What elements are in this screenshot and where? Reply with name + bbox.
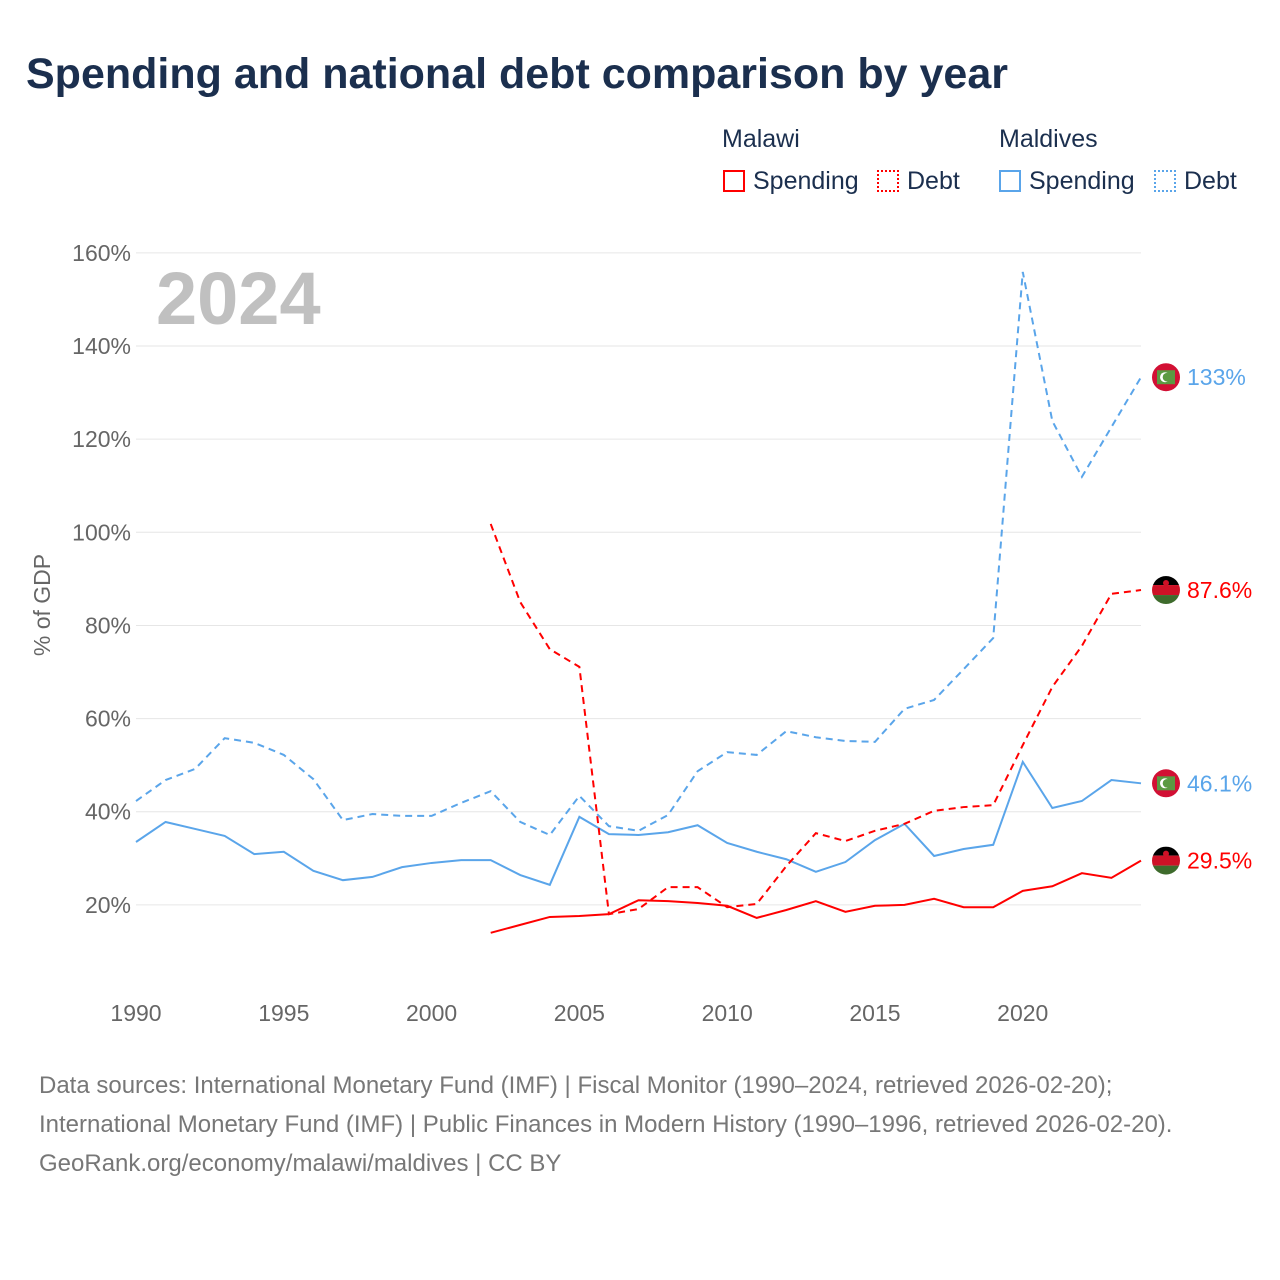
- x-tick-label: 2020: [997, 1000, 1048, 1026]
- maldives-flag-icon: [1152, 769, 1180, 798]
- malawi-flag-icon: [1152, 846, 1180, 875]
- malawi-flag-icon: [1152, 576, 1180, 605]
- y-tick-label: 160%: [72, 240, 131, 266]
- end-value-label: 87.6%: [1187, 577, 1252, 603]
- attribution[interactable]: GeoRank.org/economy/malawi/maldives | CC…: [39, 1150, 562, 1177]
- x-tick-label: 2010: [702, 1000, 753, 1026]
- y-tick-label: 80%: [85, 612, 131, 638]
- legend-group-malawi: Malawi: [722, 125, 800, 153]
- legend-swatch-malawi-spending: [723, 170, 745, 192]
- series-line-maldives-spending: [135, 759, 1142, 887]
- maldives-flag-icon: [1152, 363, 1180, 392]
- chart-title: Spending and national debt comparison by…: [26, 50, 1008, 98]
- x-tick-label: 1995: [258, 1000, 309, 1026]
- x-tick-label: 2005: [554, 1000, 605, 1026]
- series-line-malawi-debt: [489, 523, 1142, 916]
- legend-maldives-spending[interactable]: Spending: [1029, 167, 1135, 195]
- y-axis-label: % of GDP: [29, 554, 55, 656]
- x-tick-label: 1990: [110, 1000, 161, 1026]
- x-tick-label: 2015: [849, 1000, 900, 1026]
- x-tick-label: 2000: [406, 1000, 457, 1026]
- y-tick-label: 100%: [72, 519, 131, 545]
- legend-malawi-debt[interactable]: Debt: [907, 167, 960, 195]
- footer: Data sources: International Monetary Fun…: [39, 1066, 1239, 1183]
- year-label: 2024: [156, 257, 321, 340]
- legend-swatch-maldives-spending: [999, 170, 1021, 192]
- end-value-label: 46.1%: [1187, 770, 1252, 796]
- y-tick-label: 60%: [85, 706, 131, 732]
- legend-malawi-spending[interactable]: Spending: [753, 167, 859, 195]
- legend-swatch-maldives-debt: [1154, 170, 1176, 192]
- y-tick-label: 140%: [72, 333, 131, 359]
- source-line-1: Data sources: International Monetary Fun…: [39, 1072, 1113, 1099]
- series-line-malawi-spending: [490, 859, 1142, 934]
- series-line-maldives-debt: [135, 271, 1142, 837]
- source-line-2: International Monetary Fund (IMF) | Publ…: [39, 1111, 1173, 1138]
- legend-maldives-debt[interactable]: Debt: [1184, 167, 1237, 195]
- y-tick-label: 40%: [85, 799, 131, 825]
- end-value-label: 29.5%: [1187, 848, 1252, 874]
- legend-swatch-malawi-debt: [877, 170, 899, 192]
- legend-group-maldives: Maldives: [999, 125, 1098, 153]
- end-value-label: 133%: [1187, 364, 1246, 390]
- y-tick-label: 20%: [85, 892, 131, 918]
- y-tick-label: 120%: [72, 426, 131, 452]
